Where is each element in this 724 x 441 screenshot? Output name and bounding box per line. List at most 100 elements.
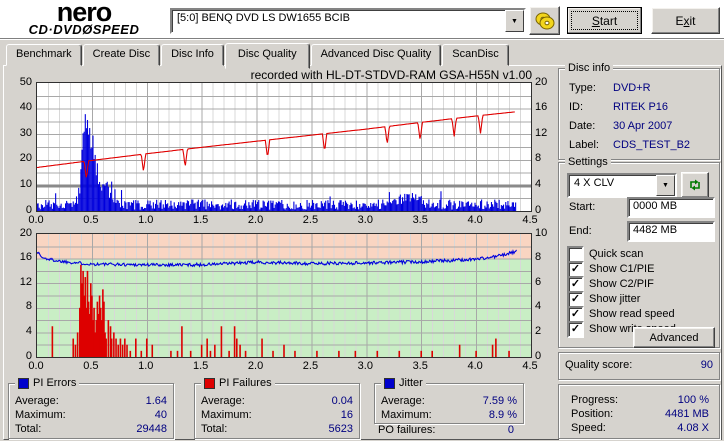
stat-label: Total: (15, 423, 42, 435)
pi-failures-stats-group: PI Failures Average: 0.04 Maximum: 16 Total: 5… (194, 377, 360, 439)
y-axis-tick-label: 20 (535, 75, 548, 88)
x-axis-tick-label: 0.5 (83, 214, 99, 226)
y-axis-tick-label: 30 (19, 126, 32, 139)
tab-create-disc[interactable]: Create Disc (82, 44, 161, 66)
y-axis-tick-label: 0 (25, 349, 32, 362)
drive-selector[interactable]: [5:0] BENQ DVD LS DW1655 BCIB ▼ (170, 8, 526, 34)
tab-scandisc[interactable]: ScanDisc (442, 44, 509, 66)
y-axis-tick-label: 8 (535, 251, 542, 264)
y-axis-tick-label: 8 (535, 152, 542, 165)
y-axis-tick-label: 16 (535, 101, 548, 114)
y-axis-tick-label: 4 (25, 324, 32, 337)
disc-icon: Ø (82, 22, 93, 37)
chart-title: recorded with HL-DT-STDVD-RAM GSA-H55N v… (250, 68, 532, 82)
plot-area (36, 82, 532, 212)
stat-label: Maximum: (15, 409, 66, 421)
y-axis-tick-label: 10 (535, 226, 548, 239)
end-position-label: End: (569, 225, 592, 237)
checkbox-quick-scan[interactable]: Quick scan (567, 245, 643, 263)
scan-speed-selector[interactable]: 4 X CLV ▼ (567, 173, 677, 198)
end-position-input[interactable]: 4482 MB (627, 221, 715, 242)
start-position-input[interactable]: 0000 MB (627, 197, 715, 218)
top-banner: nero CD·DVDØSPEED [5:0] BENQ DVD LS DW16… (0, 0, 724, 38)
discs-icon (535, 12, 555, 30)
plot-area (36, 233, 532, 358)
x-axis-tick-label: 2.5 (302, 214, 319, 226)
x-axis-tick-label: 0.5 (83, 360, 99, 372)
y-axis-tick-label: 16 (19, 251, 32, 264)
tab-benchmark[interactable]: Benchmark (6, 44, 82, 66)
x-axis-tick-label: 0.0 (28, 360, 44, 372)
scan-speed-dropdown-button[interactable]: ▼ (656, 175, 675, 196)
disc-info-row: Type: DVD+R (569, 82, 705, 95)
drive-selector-dropdown-button[interactable]: ▼ (505, 10, 524, 32)
tab-advanced-disc-quality[interactable]: Advanced Disc Quality (310, 44, 442, 66)
checkbox-label: Show jitter (589, 293, 641, 305)
stat-row: Average: 0.04 (201, 395, 353, 408)
x-axis-tick-label: 1.5 (193, 360, 209, 372)
x-axis-tick-label: 3.5 (412, 360, 428, 372)
legend-swatch (384, 377, 395, 389)
y-axis-tick-label: 4 (535, 177, 542, 190)
stat-value: 5623 (328, 423, 353, 435)
stat-row: Maximum: 8.9 % (381, 409, 517, 422)
progress-label: Speed: (571, 422, 606, 434)
pi-errors-chart: 0 10 20 30 40 50 0 4 8 12 16 20 0.0 0.5 1.0 1.5 2.0 2.5 3.… (0, 66, 552, 227)
disc-erase-button[interactable] (529, 6, 560, 35)
disc-info-group: Disc info Type: DVD+R ID: RITEK P16 Date: 30 … (558, 62, 720, 160)
checkbox-show-c1-pie[interactable]: ✓ Show C1/PIE (567, 260, 654, 278)
checkbox-show-c2-pif[interactable]: ✓ Show C2/PIF (567, 275, 654, 293)
tab-disc-quality[interactable]: Disc Quality (224, 43, 310, 69)
disc-info-row: Date: 30 Apr 2007 (569, 120, 705, 133)
pi-errors-stats-group: PI Errors Average: 1.64 Maximum: 40 Total: 294… (8, 377, 174, 439)
y-axis-tick-label: 0 (25, 203, 32, 216)
y-axis-tick-label: 8 (25, 300, 32, 313)
legend-swatch (18, 377, 29, 389)
disc-info-label: Label: (569, 139, 599, 151)
y-axis-tick-label: 0 (535, 349, 542, 362)
checkbox-show-read-speed[interactable]: ✓ Show read speed (567, 305, 675, 323)
advanced-button[interactable]: Advanced (633, 327, 715, 348)
checkbox-box[interactable]: ✓ (567, 290, 584, 308)
divider (0, 38, 724, 40)
chevron-down-icon: ▼ (662, 182, 669, 189)
checkbox-show-jitter[interactable]: ✓ Show jitter (567, 290, 641, 308)
x-axis-tick-label: 3.5 (412, 214, 428, 226)
scan-speed-value: 4 X CLV (574, 177, 615, 189)
progress-row: Position: 4481 MB (571, 408, 709, 421)
stat-value: 7.59 % (482, 395, 517, 407)
quality-score-group: Quality score: 90 (558, 352, 720, 380)
stat-label: Average: (201, 395, 245, 407)
y-axis-tick-label: 12 (535, 126, 548, 139)
progress-row: Progress: 100 % (571, 394, 709, 407)
tab-disc-info[interactable]: Disc Info (161, 44, 224, 66)
y-axis-tick-label: 20 (19, 152, 32, 165)
disc-info-label: ID: (569, 101, 584, 113)
stat-label: Maximum: (381, 409, 432, 421)
refresh-button[interactable] (681, 172, 709, 198)
stat-row: Maximum: 16 (201, 409, 353, 422)
group-title: PI Failures (201, 377, 275, 389)
disc-info-value: 30 Apr 2007 (613, 120, 673, 132)
po-failures-label: PO failures: (378, 424, 436, 436)
y-axis-tick-label: 50 (19, 75, 32, 88)
stat-value: 1.64 (145, 395, 167, 407)
disc-info-row: ID: RITEK P16 (569, 101, 705, 114)
y-axis-tick-label: 12 (19, 275, 32, 288)
progress-group: Progress: 100 % Position: 4481 MB Speed: 4.08… (558, 384, 720, 439)
jitter-stats-group: Jitter Average: 7.59 % Maximum: 8.9 % (374, 377, 524, 424)
progress-label: Progress: (571, 394, 619, 406)
stat-row: Average: 7.59 % (381, 395, 517, 408)
disc-info-row: Label: CDS_TEST_B2 (569, 139, 705, 152)
progress-value: 4.08 X (677, 422, 709, 434)
x-axis-tick-label: 0.0 (28, 214, 44, 226)
progress-value: 100 % (677, 394, 709, 406)
po-failures-row: PO failures: 0 (378, 424, 514, 437)
legend-swatch (204, 377, 215, 389)
x-axis-tick-label: 1.0 (138, 214, 154, 226)
x-axis-tick-label: 4.0 (467, 360, 483, 372)
checkbox-box[interactable]: ✓ (567, 320, 584, 338)
